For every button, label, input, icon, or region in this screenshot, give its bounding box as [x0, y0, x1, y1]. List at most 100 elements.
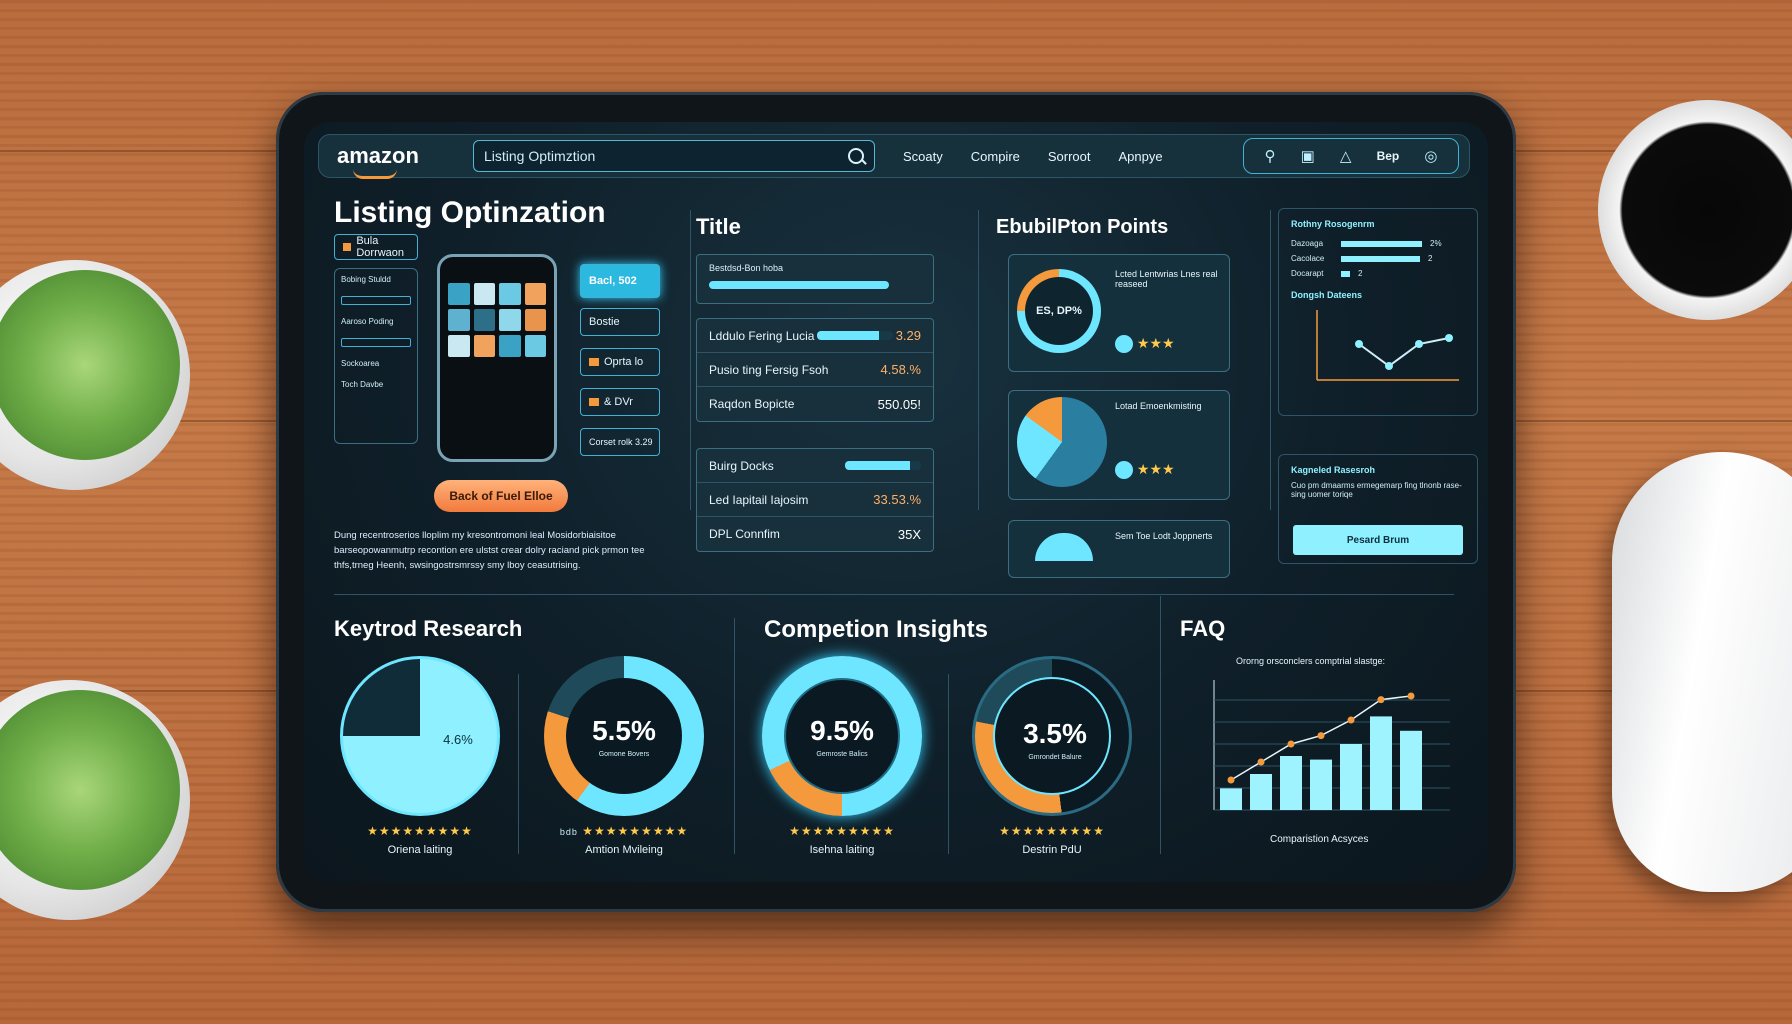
product-tile	[499, 309, 521, 331]
btn-icon	[589, 358, 599, 366]
search-icon[interactable]	[848, 148, 864, 164]
chart-point	[1347, 716, 1355, 724]
divider	[734, 618, 735, 854]
donut-label: 5.5% Gomone Bovers	[544, 656, 704, 816]
chart-bar	[1370, 716, 1392, 810]
slider-knob[interactable]	[1115, 335, 1133, 354]
chart-point	[1385, 362, 1393, 370]
title-input-box[interactable]: Bestdsd-Bon hoba	[696, 254, 934, 304]
row-value: 35X	[897, 526, 921, 542]
product-tile	[524, 309, 546, 331]
competition-heading: Competion Insights	[764, 616, 988, 643]
donut-hole	[784, 678, 900, 794]
succulent-plant	[0, 690, 180, 890]
title-metrics-a: Lddulo Fering Lucia 3.29 Pusio ting Fers…	[696, 318, 934, 422]
donut-label: 9.5% Gemroste Balics	[762, 656, 922, 816]
faq-heading: FAQ	[1180, 616, 1226, 641]
nav-link-3[interactable]: Sorroot	[1047, 148, 1091, 164]
listing-chip-label: Bula Dorrwaon	[356, 235, 405, 259]
donut-value: 3.5%	[1023, 717, 1087, 749]
globe-icon	[1017, 397, 1107, 487]
bullets-heading: EbubilPton Points	[996, 216, 1169, 238]
amazon-logo[interactable]: amazon	[319, 143, 469, 179]
bullet-slider[interactable]: ★★★	[1115, 461, 1175, 480]
title-box-bar	[709, 281, 889, 289]
donut-sub: Gomone Bovers	[598, 750, 650, 758]
bullet-slider[interactable]: ★★★	[1115, 335, 1175, 354]
product-tile	[524, 335, 546, 357]
divider	[690, 210, 691, 510]
nav-toolbar: ⚲ ▣ △ Bep ◎	[1243, 138, 1459, 174]
listing-btn-3[interactable]: Oprta lo	[580, 348, 660, 376]
right-card-2-text: Cuo pm dmaarms ermegemarp fing tlnonb ra…	[1291, 481, 1462, 499]
chart-point	[1445, 334, 1453, 342]
nav-link-2[interactable]: Compire	[970, 148, 1020, 164]
alert-triangle-icon[interactable]: △	[1339, 148, 1352, 165]
title-row: Buirg Docks	[697, 449, 933, 483]
product-tile	[499, 283, 521, 305]
research-button[interactable]: Pesard Brum	[1293, 525, 1463, 555]
listing-btn-3-label: Oprta lo	[604, 356, 644, 368]
search-input[interactable]	[484, 148, 848, 164]
chart-point	[1227, 776, 1235, 784]
product-tile	[473, 309, 495, 331]
nav-link-1[interactable]: Scoaty	[903, 148, 943, 164]
phone-preview	[437, 254, 557, 462]
side-line-2: Aaroso Poding	[341, 317, 394, 326]
chart-bar	[1220, 788, 1242, 810]
coffee-mug	[1598, 100, 1792, 320]
right-row: Dazoaga 2%	[1291, 239, 1477, 248]
listing-btn-2[interactable]: Bostie	[580, 308, 660, 336]
bullet-ring: ES, DP%	[1017, 269, 1101, 353]
divider	[978, 210, 979, 510]
nav-link-4[interactable]: Apnpye	[1118, 148, 1163, 164]
donut-value: 9.5%	[810, 714, 874, 746]
faq-footer: Comparistion Acsyces	[1270, 834, 1369, 845]
row-label: Led Iapitail Iajosim	[709, 492, 809, 507]
product-tile	[448, 335, 470, 357]
donut-label: 3.5% Gmrondet Balure	[975, 659, 1135, 819]
title-row: Lddulo Fering Lucia 3.29	[697, 319, 933, 353]
listing-btn-4[interactable]: & DVr	[580, 388, 660, 416]
faq-chart-title: Ororng orsconclers comptrial slastge:	[1236, 656, 1386, 666]
listing-side-card: Bobing Stuldd Aaroso Poding Sockoarea To…	[334, 268, 418, 444]
row-value: 3.29	[895, 328, 921, 343]
btn-icon	[589, 398, 599, 406]
title-row: Raqdon Bopicte 550.05!	[697, 387, 933, 421]
listing-cta-button[interactable]: Back of Fuel Elloe	[434, 480, 568, 512]
rating-stars: ★★★★★★★★★	[367, 824, 473, 838]
title-box-label: Bestdsd-Bon hoba	[709, 263, 784, 273]
slider-knob[interactable]	[1115, 461, 1133, 480]
chip-icon	[343, 243, 352, 251]
competition-donut-1: 9.5% Gemroste Balics	[762, 656, 922, 816]
settings-icon[interactable]: ◎	[1424, 148, 1438, 165]
chart-bar	[1310, 759, 1332, 810]
listing-chip[interactable]: Bula Dorrwaon	[334, 234, 418, 260]
keyword-pie: 4.6%	[340, 656, 500, 816]
user-icon[interactable]: ⚲	[1264, 148, 1276, 165]
listing-btn-1[interactable]: Bacl, 502	[580, 264, 660, 298]
bullet-card-1-text: Lcted Lentwrias Lnes real reaseed	[1115, 269, 1218, 289]
row-label: DPL Connfim	[709, 527, 780, 541]
side-line-1: Bobing Stuldd	[341, 275, 391, 284]
product-tile	[448, 309, 470, 331]
row-value: 4.58.%	[880, 362, 921, 377]
listing-btn-4-label: & DVr	[604, 396, 633, 408]
cart-icon[interactable]: ▣	[1300, 148, 1315, 165]
listing-btn-5[interactable]: Corset rolk 3.29	[580, 428, 660, 456]
side-line-4: Toch Davbe	[341, 380, 384, 389]
row-label: Pusio ting Fersig Fsoh	[709, 362, 829, 377]
stars-prefix: bdb	[559, 827, 578, 837]
chart-point	[1257, 758, 1265, 766]
chart-point	[1415, 340, 1423, 348]
donut-sub: Gemroste Balics	[816, 750, 868, 758]
phone-product-grid	[448, 283, 546, 357]
bullet-card-3-text: Sem Toe Lodt Joppnerts	[1115, 531, 1213, 541]
listing-title: Listing Optinzation	[334, 196, 606, 229]
help-link[interactable]: Bep	[1376, 149, 1400, 163]
stars: ★★★★★★★★★	[582, 824, 689, 838]
row-label: Lddulo Fering Lucia	[709, 328, 815, 343]
right-card-1: Rothny Rosogenrm Dazoaga 2% Cacolace 2 D…	[1278, 208, 1478, 416]
side-bar	[341, 338, 411, 347]
product-tile	[499, 335, 521, 357]
